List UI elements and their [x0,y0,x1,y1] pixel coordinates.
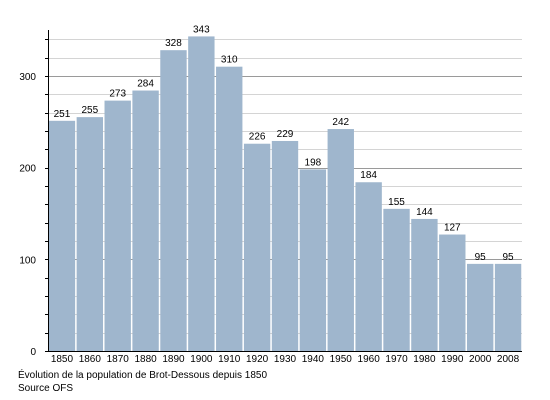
bar-1850 [48,120,76,351]
x-tick-label-1990: 1990 [441,354,464,365]
bar-1960 [355,182,382,351]
bar-2000 [466,263,494,351]
value-label-1920: 226 [249,132,266,143]
y-tick-label-100: 100 [19,255,36,266]
labels: 251 255 273 284 328 343 310 226 229 198 242 184 155 1… [19,24,519,365]
bar-1990 [439,234,466,351]
bar-1910 [216,66,243,351]
chart-source: Source OFS [18,383,74,394]
x-tick-label-1870: 1870 [107,354,130,365]
value-label-1890: 328 [165,38,182,49]
bar-1920 [243,143,271,351]
x-tick-label-1960: 1960 [358,354,381,365]
bar-1890 [160,50,187,351]
bar-1870 [104,100,131,352]
bar-1880 [132,90,159,351]
axes [45,30,522,352]
x-tick-label-1860: 1860 [79,354,102,365]
x-tick-label-1890: 1890 [162,354,185,365]
value-label-1850: 251 [54,109,71,120]
value-label-2000: 95 [475,252,487,263]
value-label-1880: 284 [137,79,154,90]
bar-1860 [76,117,104,351]
bar-1970 [383,208,410,351]
bar-1980 [411,218,438,351]
bar-1930 [271,140,299,351]
value-label-2008: 95 [502,252,514,263]
x-tick-label-1910: 1910 [218,354,241,365]
x-tick-label-1930: 1930 [274,354,297,365]
value-label-1860: 255 [81,105,98,116]
value-label-1990: 127 [444,223,461,234]
x-tick-label-1900: 1900 [190,354,213,365]
x-tick-label-1940: 1940 [302,354,325,365]
bar-2008 [494,263,522,351]
x-tick-label-2000: 2000 [469,354,492,365]
x-tick-label-2008: 2008 [497,354,520,365]
bar-1940 [299,169,327,351]
x-tick-label-1880: 1880 [134,354,157,365]
value-label-1970: 155 [388,197,405,208]
y-tick-label-200: 200 [19,164,36,175]
value-label-1900: 343 [193,24,210,35]
value-label-1980: 144 [416,207,433,218]
value-label-1870: 273 [109,89,126,100]
x-tick-label-1970: 1970 [385,354,408,365]
x-tick-label-1850: 1850 [51,354,74,365]
x-tick-label-1980: 1980 [413,354,436,365]
x-tick-label-1920: 1920 [246,354,269,365]
value-label-1940: 198 [305,157,322,168]
value-label-1950: 242 [332,117,349,128]
bars [48,36,522,352]
value-label-1910: 310 [221,55,238,66]
x-tick-label-1950: 1950 [330,354,353,365]
bar-1900 [188,36,215,352]
chart-caption: Évolution de la population de Brot-Desso… [18,370,268,381]
y-tick-label-300: 300 [19,72,36,83]
bar-1950 [327,129,354,351]
value-label-1960: 184 [360,170,377,181]
y-tick-label-0: 0 [30,347,36,358]
value-label-1930: 229 [277,129,294,140]
